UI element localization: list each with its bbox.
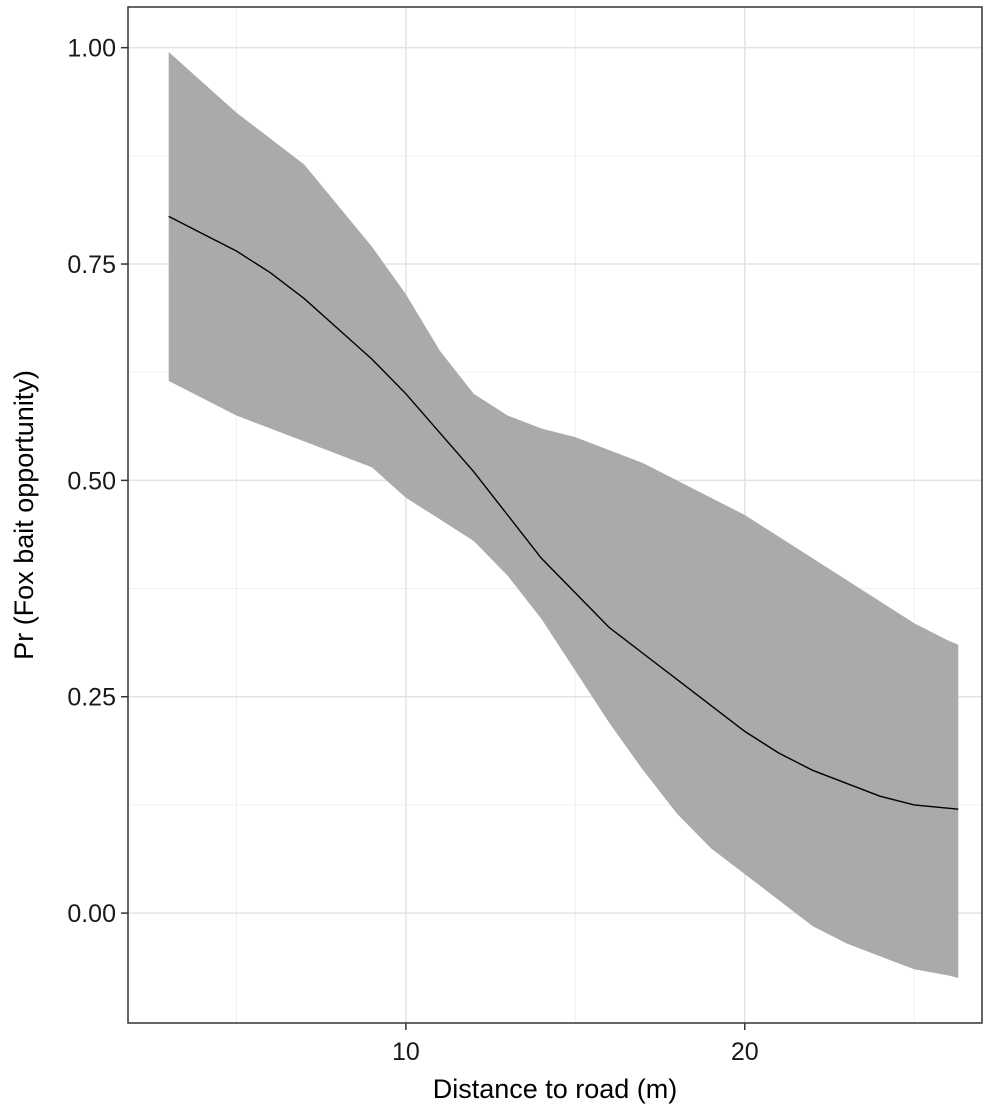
confidence-ribbon	[168, 52, 959, 978]
fitted-line	[168, 215, 959, 810]
x-tick-label: 10	[392, 1038, 420, 1066]
axes: 10 20 0.00 0.25 0.50 0.75 1.00	[67, 35, 758, 1066]
y-tick-label: 1.00	[67, 35, 116, 63]
x-axis-title: Distance to road (m)	[433, 1074, 678, 1104]
plot-border	[127, 6, 983, 1024]
y-tick-label: 0.00	[67, 900, 116, 928]
y-axis-title: Pr (Fox bait opportunity)	[9, 370, 39, 660]
y-tick-label: 0.25	[67, 684, 116, 712]
data-marks	[168, 52, 959, 978]
x-tick-label: 20	[731, 1038, 759, 1066]
y-tick-label: 0.50	[67, 467, 116, 495]
y-tick-label: 0.75	[67, 251, 116, 279]
